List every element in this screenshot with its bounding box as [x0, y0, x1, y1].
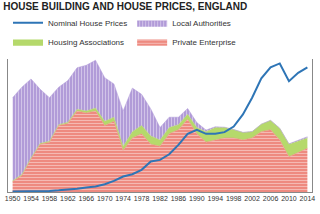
- svg-text:1986: 1986: [171, 195, 187, 202]
- svg-text:1950: 1950: [5, 195, 21, 202]
- svg-text:2006: 2006: [263, 195, 279, 202]
- svg-text:1966: 1966: [79, 195, 95, 202]
- svg-text:1958: 1958: [42, 195, 58, 202]
- svg-text:1954: 1954: [23, 195, 39, 202]
- svg-text:1970: 1970: [97, 195, 113, 202]
- svg-text:HOUSE BUILDING AND HOUSE PRICE: HOUSE BUILDING AND HOUSE PRICES, ENGLAND: [3, 1, 247, 12]
- svg-text:Local Authorities: Local Authorities: [172, 19, 231, 28]
- svg-text:1998: 1998: [226, 195, 242, 202]
- svg-text:1978: 1978: [134, 195, 150, 202]
- svg-text:Housing Associations: Housing Associations: [48, 38, 124, 47]
- svg-text:1994: 1994: [207, 195, 223, 202]
- svg-text:1982: 1982: [152, 195, 168, 202]
- svg-text:Private Enterprise: Private Enterprise: [172, 38, 236, 47]
- svg-text:Nominal House Prices: Nominal House Prices: [48, 19, 127, 28]
- svg-text:1962: 1962: [60, 195, 76, 202]
- svg-text:2002: 2002: [244, 195, 260, 202]
- svg-text:1974: 1974: [115, 195, 131, 202]
- svg-text:2010: 2010: [281, 195, 297, 202]
- svg-text:2014: 2014: [300, 195, 316, 202]
- svg-text:1990: 1990: [189, 195, 205, 202]
